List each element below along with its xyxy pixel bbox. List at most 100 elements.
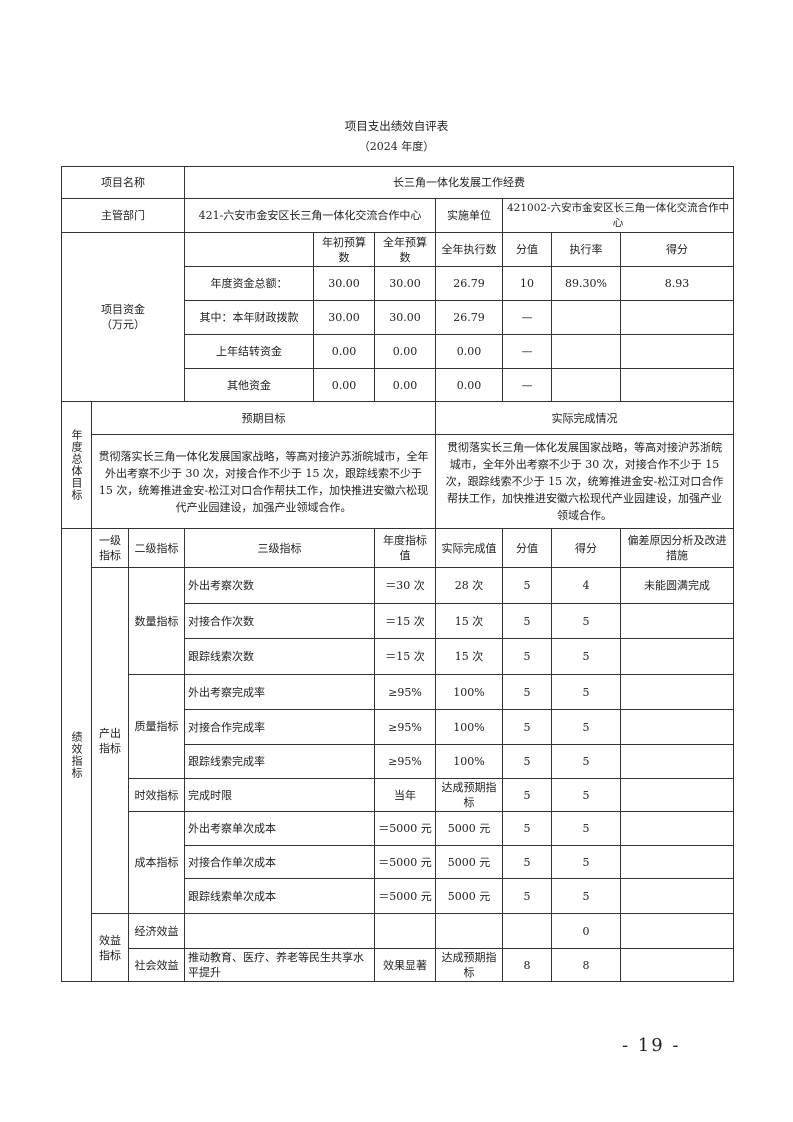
indicator-cell [619,811,735,846]
dept: 421-六安市金安区长三角一体化交流合作中心 [184,198,436,233]
perf-row: 对接合作完成率 ≥95% 100% 5 5 [62,709,735,745]
indicator-cell: ＝5000 元 [374,845,436,879]
group-label: 经济效益 [128,913,185,949]
perf-header: 年度指标值 [374,528,436,568]
indicator-cell: ＝5000 元 [374,878,436,914]
funds-cell: — [502,334,552,369]
perf-header: 分值 [502,528,552,568]
perf-header: 一级指标 [91,528,129,568]
indicator-name: 推动教育、医疗、养老等民生共享水平提升 [184,948,375,982]
funds-cell: 0.00 [435,368,503,402]
indicator-cell: 5 [502,744,552,779]
indicator-name: 外出考察完成率 [184,674,375,710]
indicator-cell: 5 [551,638,621,675]
indicator-cell [619,948,735,982]
indicator-cell [619,845,735,879]
funds-cell: 其他资金 [184,368,314,402]
indicator-cell: ＝15 次 [374,603,436,639]
perf-header: 得分 [551,528,621,568]
indicator-cell: 5 [551,674,621,710]
funds-cell [551,368,621,402]
funds-cell: 0.00 [374,368,436,402]
unit: 421002-六安市金安区长三角一体化交流合作中心 [501,198,735,233]
indicator-cell [374,913,436,949]
page-number: - 19 - [622,1035,681,1056]
indicator-cell: 0 [551,913,621,949]
indicator-name: 跟踪线索完成率 [184,744,375,779]
funds-cell [619,300,735,335]
indicator-cell: 5 [502,811,552,846]
group-label: 数量指标 [128,567,185,675]
funds-cell: — [502,368,552,402]
indicator-cell: 达成预期指标 [435,948,503,982]
indicator-name: 对接合作次数 [184,603,375,639]
funds-cell: 26.79 [435,266,503,301]
funds-cell: 26.79 [435,300,503,335]
funds-cell: 0.00 [435,334,503,369]
funds-header [184,232,314,267]
indicator-cell: 5 [502,674,552,710]
funds-header: 得分 [619,232,735,267]
actual-label: 实际完成情况 [434,401,735,435]
funds-header: 执行率 [551,232,621,267]
funds-header: 全年预算数 [374,232,436,267]
indicator-cell: 5 [551,603,621,639]
indicator-cell: 5000 元 [435,845,503,879]
indicator-name: 完成时限 [184,778,375,812]
perf-row: 效益指标 经济效益 0 [62,913,735,982]
indicator-cell: 100% [435,709,503,745]
page-subtitle: （2024 年度） [358,140,435,153]
funds-cell: — [502,300,552,335]
funds-header-row: 项目资金 （万元） 年初预算数 全年预算数 全年执行数 分值 执行率 得分 [61,232,735,402]
funds-cell: 8.93 [619,266,735,301]
indicator-cell: 5000 元 [435,878,503,914]
funds-cell: 30.00 [313,300,375,335]
indicator-name: 对接合作完成率 [184,709,375,745]
indicator-cell: ≥95% [374,674,436,710]
indicator-cell [502,913,552,949]
indicator-cell: 效果显著 [374,948,436,982]
page-title: 项目支出绩效自评表 [344,119,449,133]
indicator-cell: 100% [435,674,503,710]
funds-row: 其他资金 0.00 0.00 0.00— [62,368,735,402]
indicator-cell: 5 [502,778,552,812]
indicator-cell: 5 [551,845,621,879]
indicator-cell: 5 [551,709,621,745]
indicator-cell: ＝15 次 [374,638,436,675]
indicator-cell: 5 [502,878,552,914]
indicator-name: 跟踪线索次数 [184,638,375,675]
perf-row: 跟踪线索完成率 ≥95% 100% 5 5 [62,744,735,779]
funds-row: 年度资金总额： 30.00 30.00 26.79 10 89.30% 8.93 [62,266,735,301]
indicator-cell: 5 [502,845,552,879]
perf-header: 偏差原因分析及改进措施 [619,528,735,568]
indicator-name: 跟踪线索单次成本 [184,878,375,914]
funds-cell: 年度资金总额： [184,266,314,301]
indicator-cell [619,744,735,779]
indicator-cell: 当年 [374,778,436,812]
indicator-cell [435,913,503,949]
funds-header: 年初预算数 [313,232,375,267]
indicator-cell: ＝30 次 [374,567,436,604]
funds-header: 全年执行数 [435,232,503,267]
indicator-cell [619,674,735,710]
perf-header: 二级指标 [128,528,185,568]
indicator-name [184,913,375,949]
evaluation-table: 项目名称 长三角一体化发展工作经费 主管部门 421-六安市金安区长三角一体化交流合… [61,166,735,982]
perf-row: 质量指标 外出考察完成率 ≥95% 100% 5 5 [62,674,735,779]
indicator-cell: 5 [502,709,552,745]
funds-cell [551,334,621,369]
indicator-name: 对接合作单次成本 [184,845,375,879]
indicator-name: 外出考察单次成本 [184,811,375,846]
funds-cell: 0.00 [374,334,436,369]
funds-cell: 其中：本年财政拨款 [184,300,314,335]
indicator-cell: 100% [435,744,503,779]
funds-cell: 30.00 [313,266,375,301]
indicator-cell: 8 [502,948,552,982]
dept-label: 主管部门 [61,198,185,233]
funds-row: 其中：本年财政拨款 30.00 30.00 26.79— [62,300,735,335]
funds-cell [619,334,735,369]
funds-cell: 10 [502,266,552,301]
perf-label: 绩效指标 [61,528,92,982]
indicator-cell [619,778,735,812]
